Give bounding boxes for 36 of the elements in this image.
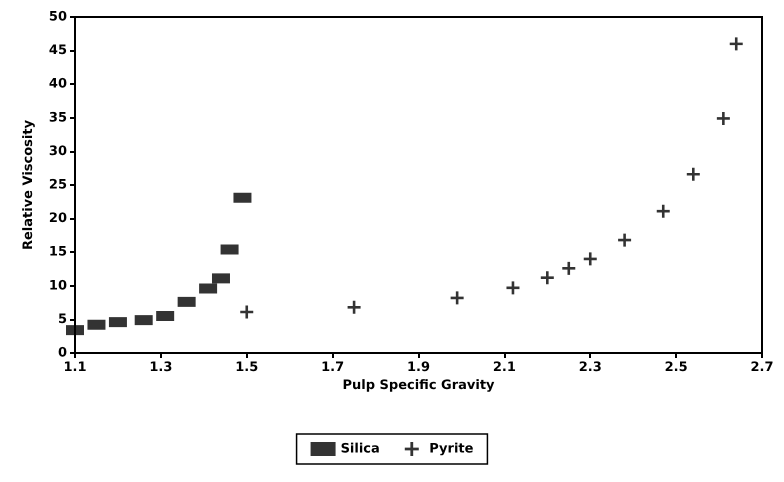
point (686, 168, 700, 181)
legend-label: Pyrite (429, 442, 474, 456)
x-tick-label: 2.3 (578, 360, 602, 375)
x-tick-label: 1.3 (149, 360, 172, 375)
point (656, 204, 670, 218)
x-tick-label: 2.5 (664, 360, 688, 375)
x-tick-label: 1.1 (63, 360, 87, 375)
point (450, 291, 464, 304)
point (506, 281, 520, 294)
x-tick-label: 2.1 (492, 360, 516, 375)
point (618, 234, 632, 247)
x-axis-title: Pulp Specific Gravity (342, 378, 496, 393)
y-tick-label: 25 (48, 178, 67, 192)
point (348, 300, 361, 314)
point (240, 306, 254, 319)
point (540, 271, 554, 284)
x-tick-label: 1.5 (235, 360, 258, 375)
y-tick-label: 35 (48, 110, 67, 126)
point (716, 112, 730, 125)
x-tick-label: 2.7 (750, 360, 774, 375)
legend-label: Silica (340, 442, 380, 456)
y-axis-title: Relative Viscosity (21, 119, 36, 250)
point (730, 37, 743, 50)
point (562, 262, 576, 275)
y-tick-label: 20 (48, 211, 67, 226)
y-tick-label: 5 (58, 312, 67, 327)
point (584, 252, 597, 266)
y-tick-label: 10 (48, 278, 67, 294)
x-tick-label: 1.9 (406, 360, 430, 375)
y-tick-label: 30 (48, 144, 67, 159)
y-tick-label: 45 (48, 43, 67, 58)
x-tick-label: 1.7 (321, 360, 344, 375)
y-tick-label: 15 (48, 244, 67, 260)
y-tick-label: 40 (48, 76, 67, 92)
y-tick-label: 0 (58, 346, 67, 360)
y-tick-label: 50 (48, 10, 67, 24)
